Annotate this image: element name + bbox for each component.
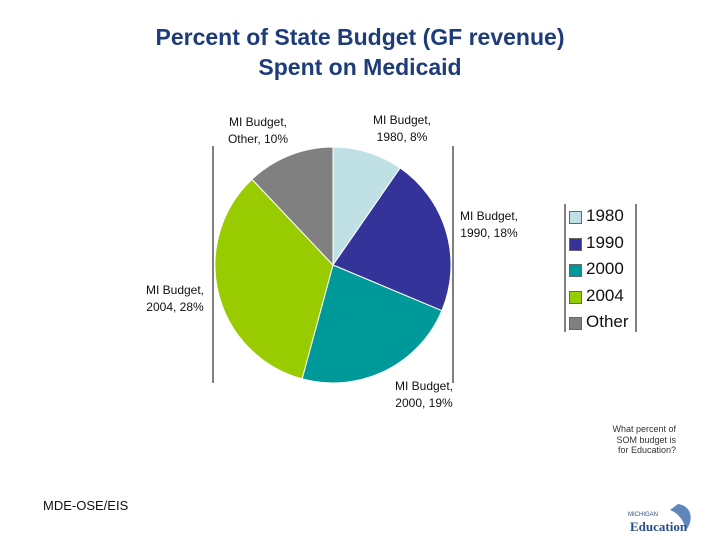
slice-label-line2: Other, 10% <box>228 132 288 146</box>
pie-slice-2004 <box>214 178 334 380</box>
question-line-3: for Education? <box>617 445 676 455</box>
chart-title-line2: Spent on Medicaid <box>258 54 462 80</box>
legend-swatch-other <box>569 317 582 330</box>
logo-swoosh-icon <box>670 504 691 530</box>
legend-label-2004: 2004 <box>586 285 624 305</box>
slice-label-line1: MI Budget, <box>229 115 287 129</box>
slice-label-line2: 1990, 18% <box>460 226 518 240</box>
logo-text-main: Education <box>630 519 688 534</box>
slice-label-line2: 2004, 28% <box>146 300 204 314</box>
legend-item-1980: 1980 <box>564 204 636 231</box>
slice-label-2004: MI Budget, 2004, 28% <box>146 283 204 314</box>
legend-swatch-1980 <box>569 211 582 224</box>
legend-item-1990: 1990 <box>564 231 636 258</box>
slice-label-line2: 1980, 8% <box>377 130 428 144</box>
chart-title-line1: Percent of State Budget (GF revenue) <box>155 24 565 50</box>
slice-label-line1: MI Budget, <box>395 379 453 393</box>
slice-label-other: MI Budget, Other, 10% <box>228 115 288 146</box>
slice-label-line1: MI Budget, <box>146 283 204 297</box>
slice-label-line2: 2000, 19% <box>395 396 453 410</box>
logo-text-top: MICHIGAN <box>628 512 658 518</box>
pie-slice-2000 <box>301 264 443 384</box>
legend-label-2000: 2000 <box>586 259 624 278</box>
question-line-2: SOM budget is <box>616 434 676 445</box>
legend-item-other: Other <box>564 310 636 337</box>
legend-swatch-1990 <box>569 237 582 251</box>
slice-label-2000: MI Budget, 2000, 19% <box>395 379 453 410</box>
slice-label-line1: MI Budget, <box>460 209 518 223</box>
legend-label-1990: 1990 <box>586 232 624 252</box>
education-question-note: What percent of SOM budget is for Educat… <box>560 424 676 456</box>
slice-label-1980: MI Budget, 1980, 8% <box>373 113 431 144</box>
pie-slice-1990 <box>332 167 452 312</box>
question-line-1: What percent of <box>612 424 676 434</box>
legend-swatch-2000 <box>569 264 582 277</box>
pie-slice-other <box>251 146 334 267</box>
michigan-education-logo: MICHIGAN Education <box>628 504 691 534</box>
legend-swatch-2004 <box>569 290 582 304</box>
slice-label-1990: MI Budget, 1990, 18% <box>460 209 518 240</box>
chart-legend: 1980 1990 2000 2004 Other <box>564 204 636 337</box>
slice-label-line1: MI Budget, <box>373 113 431 127</box>
legend-label-other: Other <box>586 312 629 331</box>
legend-label-1980: 1980 <box>586 206 624 225</box>
legend-item-2004: 2004 <box>564 284 636 311</box>
footer-source: MDE-OSE/EIS <box>43 498 129 513</box>
legend-item-2000: 2000 <box>564 257 636 284</box>
